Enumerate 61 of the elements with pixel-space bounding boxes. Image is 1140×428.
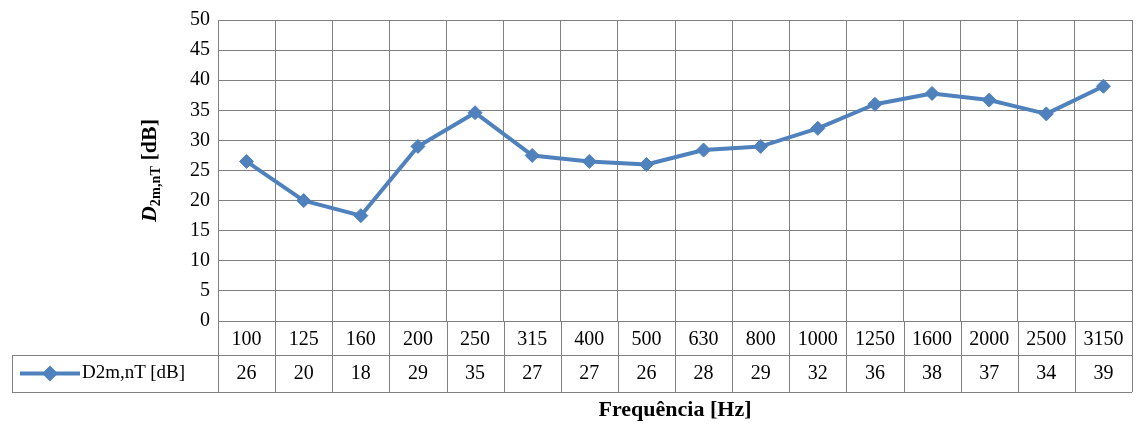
legend-label: D2m,nT [dB] <box>82 361 186 383</box>
x-tick-label: 400 <box>574 327 605 350</box>
y-tick-label: 10 <box>190 248 210 271</box>
y-axis-title: D2m,nT [dB] <box>135 118 164 224</box>
x-tick-label: 630 <box>688 327 719 350</box>
x-tick-label: 160 <box>345 327 376 350</box>
x-axis-title: Frequência [Hz] <box>598 396 752 422</box>
point <box>1038 106 1054 122</box>
data-label: 26 <box>636 360 657 383</box>
x-tick-label: 800 <box>745 327 776 350</box>
data-label: 18 <box>350 360 371 383</box>
data-label: 32 <box>807 360 828 383</box>
point <box>239 153 255 169</box>
point <box>467 105 483 121</box>
point <box>810 120 826 136</box>
point <box>524 147 540 163</box>
x-tick-label: 100 <box>231 327 262 350</box>
y-tick-label: 15 <box>190 217 210 240</box>
y-tick-label: 25 <box>190 157 210 180</box>
y-tick-label: 50 <box>190 7 210 30</box>
data-label: 36 <box>864 360 885 383</box>
point <box>296 193 312 209</box>
x-tick-label: 250 <box>460 327 491 350</box>
data-label: 34 <box>1036 360 1057 383</box>
point <box>753 138 769 154</box>
point <box>353 208 369 224</box>
y-tick-label: 0 <box>200 308 210 331</box>
point <box>1095 78 1111 94</box>
x-tick-label: 315 <box>517 327 548 350</box>
point <box>410 138 426 154</box>
data-label: 27 <box>579 360 600 383</box>
point <box>581 153 597 169</box>
point <box>696 142 712 158</box>
x-tick-label: 1250 <box>854 327 895 350</box>
data-label: 20 <box>293 360 314 383</box>
point <box>867 96 883 112</box>
point <box>981 92 997 108</box>
x-tick-label: 125 <box>288 327 319 350</box>
x-tick-label: 500 <box>631 327 662 350</box>
y-tick-label: 20 <box>190 187 210 210</box>
y-tick-label: 5 <box>200 278 210 301</box>
y-tick-label: 30 <box>190 127 210 150</box>
x-tick-label: 1000 <box>797 327 838 350</box>
data-label: 29 <box>407 360 428 383</box>
data-label: 29 <box>750 360 771 383</box>
data-label: 39 <box>1093 360 1114 383</box>
data-label: 37 <box>979 360 1000 383</box>
x-tick-label: 3150 <box>1083 327 1124 350</box>
x-tick-label: 2000 <box>969 327 1010 350</box>
data-label: 27 <box>522 360 543 383</box>
data-label: 26 <box>236 360 257 383</box>
data-label: 28 <box>693 360 714 383</box>
x-tick-label: 1600 <box>912 327 953 350</box>
y-tick-label: 45 <box>190 37 210 60</box>
data-label: 38 <box>922 360 943 383</box>
y-tick-label: 35 <box>190 97 210 120</box>
data-label: 35 <box>465 360 486 383</box>
y-tick-label: 40 <box>190 67 210 90</box>
point <box>924 85 940 101</box>
x-tick-label: 2500 <box>1026 327 1067 350</box>
x-tick-label: 200 <box>402 327 433 350</box>
